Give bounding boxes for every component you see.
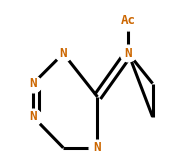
Text: Ac: Ac: [121, 14, 136, 27]
Text: N: N: [29, 110, 37, 123]
Text: N: N: [94, 141, 101, 154]
Text: N: N: [29, 77, 37, 90]
Text: N: N: [125, 47, 132, 60]
Text: N: N: [59, 47, 67, 60]
